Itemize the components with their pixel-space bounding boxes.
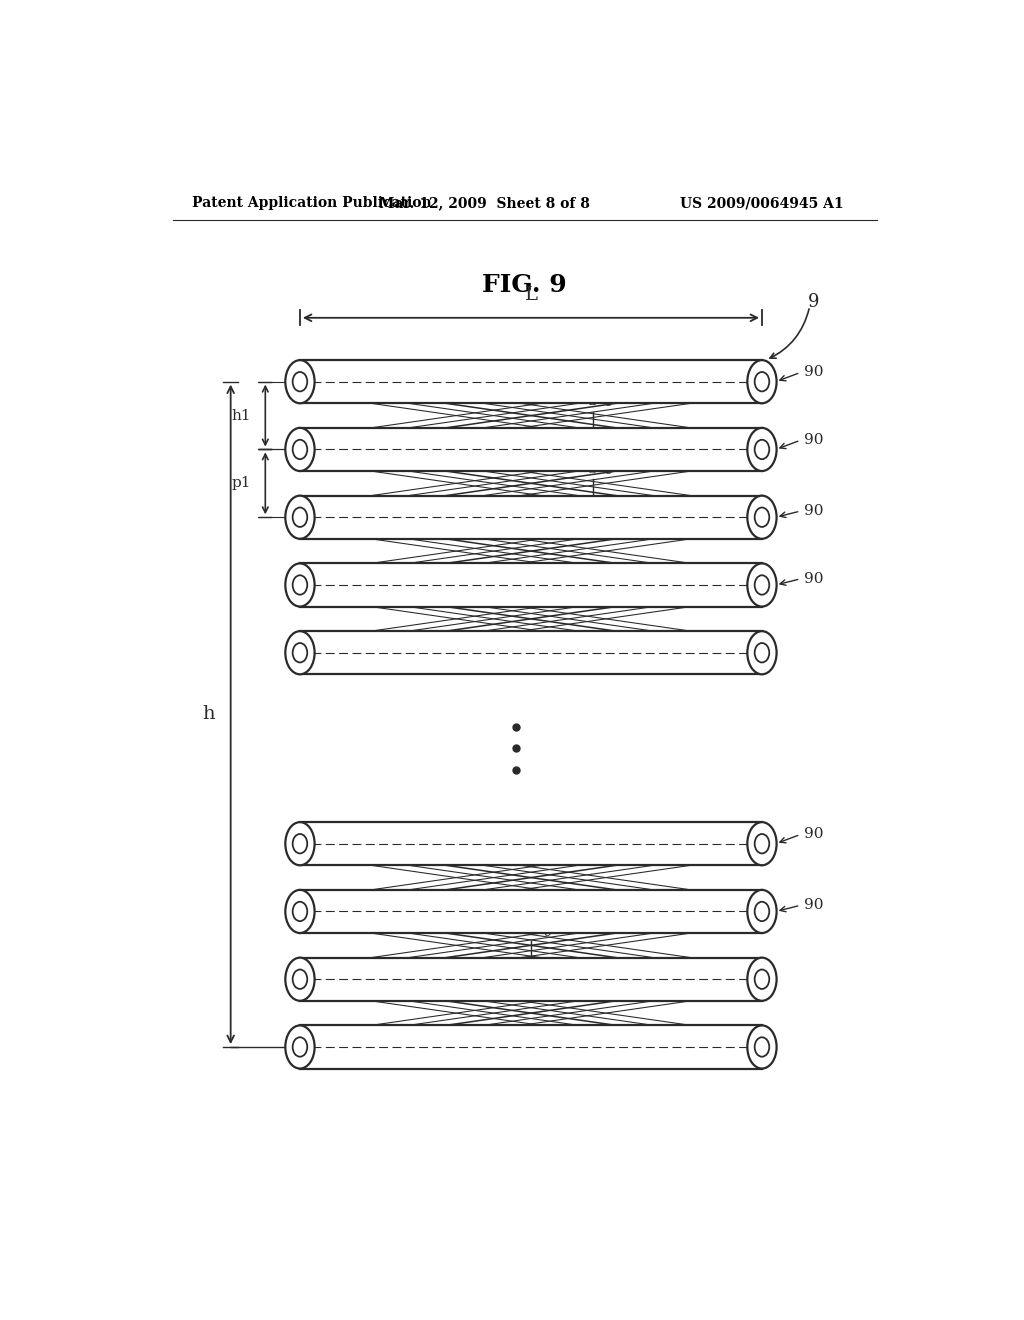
Bar bbox=[300, 958, 762, 1001]
Text: 90: 90 bbox=[804, 828, 824, 841]
Bar bbox=[300, 496, 762, 539]
Ellipse shape bbox=[293, 902, 307, 921]
Ellipse shape bbox=[286, 564, 314, 607]
Text: 90: 90 bbox=[804, 366, 824, 379]
Bar bbox=[300, 890, 762, 933]
Bar bbox=[300, 428, 762, 471]
Ellipse shape bbox=[748, 495, 776, 539]
Text: h1: h1 bbox=[231, 409, 252, 422]
Ellipse shape bbox=[748, 890, 776, 933]
Bar bbox=[300, 360, 762, 404]
Ellipse shape bbox=[755, 643, 769, 663]
Ellipse shape bbox=[293, 507, 307, 527]
Bar bbox=[300, 1026, 762, 1069]
Text: θ: θ bbox=[605, 396, 614, 409]
Ellipse shape bbox=[293, 834, 307, 854]
Ellipse shape bbox=[293, 969, 307, 989]
Ellipse shape bbox=[293, 643, 307, 663]
Text: 9: 9 bbox=[808, 293, 819, 312]
Ellipse shape bbox=[286, 958, 314, 1001]
Ellipse shape bbox=[755, 969, 769, 989]
Ellipse shape bbox=[286, 631, 314, 675]
Ellipse shape bbox=[293, 1038, 307, 1057]
Bar bbox=[300, 631, 762, 675]
Ellipse shape bbox=[748, 564, 776, 607]
Ellipse shape bbox=[293, 372, 307, 392]
Bar bbox=[300, 822, 762, 866]
Ellipse shape bbox=[748, 360, 776, 404]
Bar bbox=[300, 564, 762, 607]
Ellipse shape bbox=[755, 372, 769, 392]
Text: Mar. 12, 2009  Sheet 8 of 8: Mar. 12, 2009 Sheet 8 of 8 bbox=[379, 197, 590, 210]
Ellipse shape bbox=[293, 440, 307, 459]
Text: Patent Application Publication: Patent Application Publication bbox=[193, 197, 432, 210]
Text: 90: 90 bbox=[804, 433, 824, 447]
Ellipse shape bbox=[755, 834, 769, 854]
Ellipse shape bbox=[755, 902, 769, 921]
Ellipse shape bbox=[755, 576, 769, 595]
Ellipse shape bbox=[748, 631, 776, 675]
Ellipse shape bbox=[286, 428, 314, 471]
Text: h: h bbox=[203, 705, 215, 723]
Text: US 2009/0064945 A1: US 2009/0064945 A1 bbox=[680, 197, 844, 210]
Ellipse shape bbox=[293, 576, 307, 595]
Ellipse shape bbox=[748, 958, 776, 1001]
Ellipse shape bbox=[755, 507, 769, 527]
Text: FIG. 9: FIG. 9 bbox=[482, 273, 567, 297]
Ellipse shape bbox=[748, 822, 776, 866]
Ellipse shape bbox=[286, 495, 314, 539]
Ellipse shape bbox=[755, 1038, 769, 1057]
Text: 90: 90 bbox=[804, 572, 824, 586]
Ellipse shape bbox=[286, 890, 314, 933]
Text: θ: θ bbox=[605, 463, 614, 478]
Ellipse shape bbox=[286, 360, 314, 404]
Text: p1: p1 bbox=[232, 477, 252, 490]
Text: θ: θ bbox=[544, 925, 552, 940]
Ellipse shape bbox=[286, 822, 314, 866]
Ellipse shape bbox=[755, 440, 769, 459]
Ellipse shape bbox=[286, 1026, 314, 1069]
Ellipse shape bbox=[748, 1026, 776, 1069]
Text: 90: 90 bbox=[804, 899, 824, 912]
Text: 90: 90 bbox=[804, 504, 824, 517]
Ellipse shape bbox=[748, 428, 776, 471]
Text: L: L bbox=[524, 286, 538, 304]
